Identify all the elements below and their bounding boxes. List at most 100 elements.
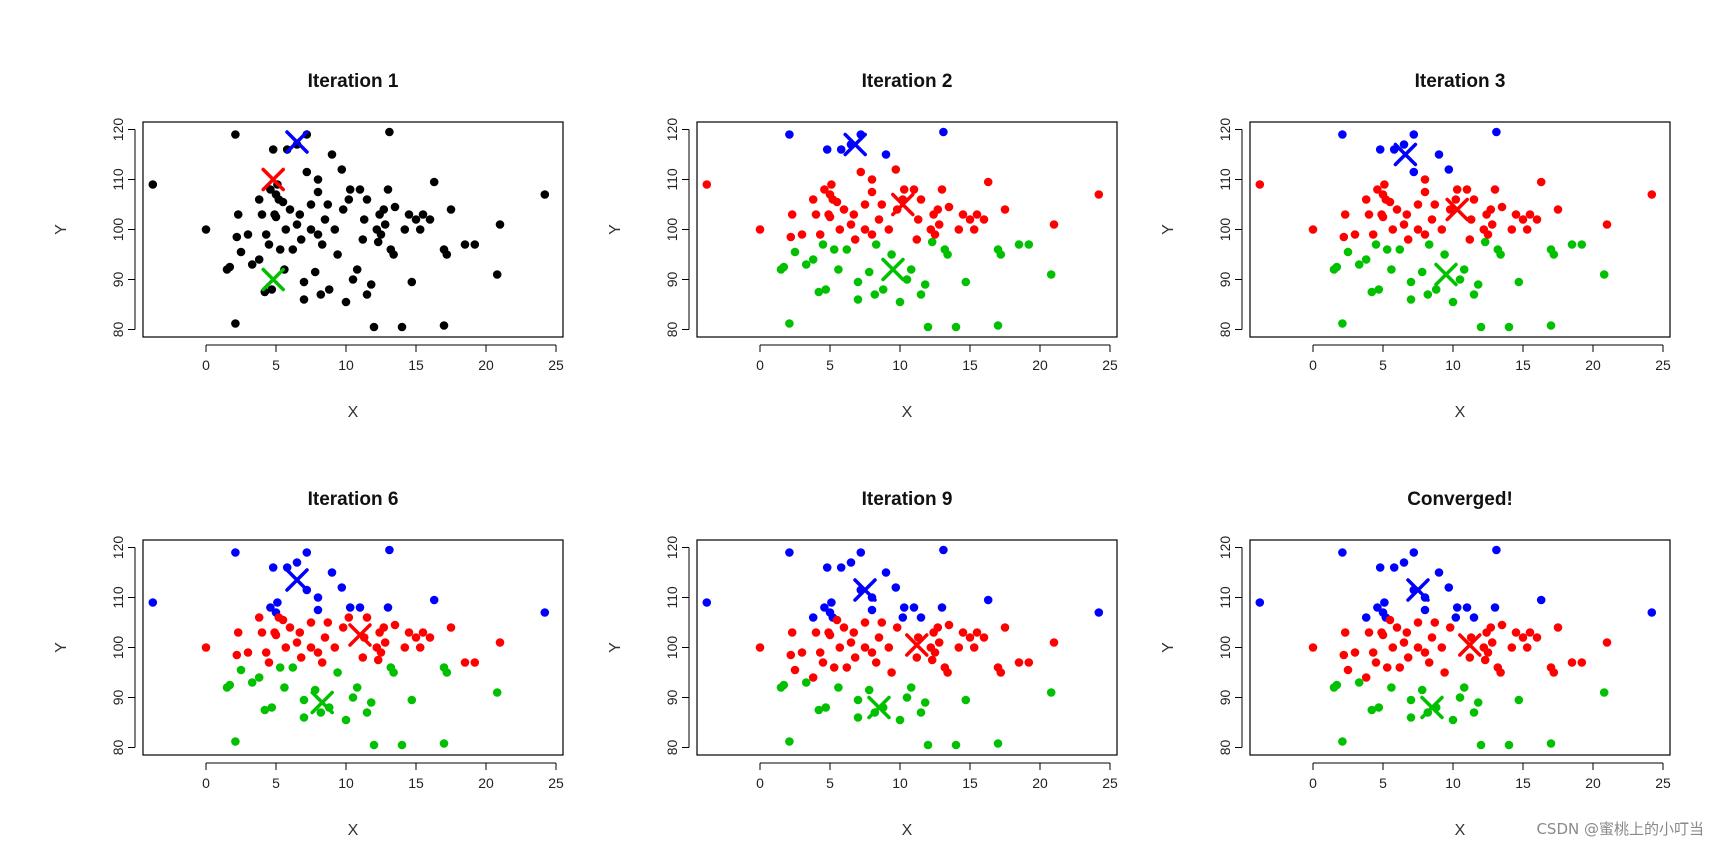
data-point xyxy=(1000,205,1010,214)
data-point xyxy=(358,235,368,244)
data-point xyxy=(867,648,877,657)
centroid-marker xyxy=(867,695,891,720)
centroid-marker xyxy=(1420,695,1444,720)
data-point xyxy=(808,255,818,264)
data-point xyxy=(1367,705,1377,715)
data-point xyxy=(1430,200,1440,209)
data-point xyxy=(969,643,979,652)
data-point xyxy=(1361,255,1371,264)
data-point xyxy=(320,215,330,224)
data-point xyxy=(1409,130,1419,139)
data-point xyxy=(296,653,306,662)
data-point xyxy=(380,638,390,647)
data-point xyxy=(1577,240,1587,249)
data-point xyxy=(1409,167,1419,177)
data-point xyxy=(979,633,989,642)
centroid-marker xyxy=(1393,142,1418,167)
data-point xyxy=(867,187,877,197)
panel-5: Iteration 9 0 5 10 15 20 25 80 90 100 110 120 X Y xyxy=(607,489,1118,839)
data-point xyxy=(355,603,365,612)
data-point xyxy=(1602,638,1612,647)
data-point xyxy=(1553,623,1563,632)
data-point xyxy=(1046,270,1056,279)
data-point xyxy=(1602,220,1612,229)
data-point xyxy=(330,643,340,652)
data-point xyxy=(1486,205,1496,214)
data-point xyxy=(267,285,277,294)
data-point xyxy=(264,658,274,667)
data-point xyxy=(306,643,316,652)
x-tick-label: 10 xyxy=(338,775,354,791)
data-point xyxy=(1382,663,1392,672)
data-point xyxy=(1490,603,1500,612)
centroid-marker xyxy=(843,132,867,157)
data-point xyxy=(327,568,337,577)
data-point xyxy=(867,230,877,239)
x-tick-label: 5 xyxy=(272,357,280,373)
data-point xyxy=(1440,668,1449,677)
centroid-marker xyxy=(1434,262,1458,287)
y-axis-label: Y xyxy=(1160,642,1177,653)
data-point xyxy=(299,295,309,304)
data-point xyxy=(958,210,968,219)
x-tick-label: 10 xyxy=(892,775,908,791)
data-point xyxy=(1385,197,1395,207)
data-point xyxy=(359,215,369,224)
data-point xyxy=(961,277,971,287)
data-point xyxy=(379,623,389,632)
data-point xyxy=(846,638,856,647)
data-point xyxy=(860,225,870,234)
data-point xyxy=(492,270,502,279)
data-point xyxy=(400,225,410,234)
data-point xyxy=(1532,633,1542,642)
data-point xyxy=(1525,210,1535,219)
data-point xyxy=(920,698,930,707)
data-point xyxy=(1402,628,1412,637)
y-tick-label: 90 xyxy=(1217,272,1233,288)
data-point xyxy=(376,648,386,657)
data-point xyxy=(317,240,327,249)
data-point xyxy=(818,658,828,667)
panel-6: Converged! 0 5 10 15 20 25 80 90 100 110 120 X Y xyxy=(1160,489,1671,839)
data-point xyxy=(1420,187,1430,197)
data-point xyxy=(1452,603,1462,612)
data-point xyxy=(930,648,940,657)
data-point xyxy=(821,285,831,294)
data-point xyxy=(1455,275,1465,284)
data-point xyxy=(827,598,836,607)
data-point xyxy=(288,245,298,254)
data-point xyxy=(267,703,277,712)
data-point xyxy=(446,623,456,632)
data-point xyxy=(801,260,811,269)
data-point xyxy=(1497,202,1507,212)
data-point xyxy=(871,658,881,667)
panel-title: Iteration 6 xyxy=(308,489,399,510)
data-point xyxy=(439,739,449,748)
data-point xyxy=(1549,250,1559,259)
data-point xyxy=(779,262,789,272)
y-tick-label: 90 xyxy=(110,272,126,288)
data-point xyxy=(814,287,824,297)
data-point xyxy=(1536,595,1546,605)
data-point xyxy=(344,195,354,204)
data-point xyxy=(1339,650,1349,660)
data-point xyxy=(1522,643,1532,652)
data-point xyxy=(954,225,964,234)
data-point xyxy=(1399,558,1409,567)
data-point xyxy=(1392,623,1402,632)
data-point xyxy=(1380,598,1389,607)
x-tick-label: 25 xyxy=(548,357,564,373)
data-point xyxy=(355,185,365,194)
data-point xyxy=(266,185,275,194)
data-point xyxy=(996,250,1006,259)
data-point xyxy=(337,165,347,174)
data-point xyxy=(1504,322,1514,332)
data-point xyxy=(313,187,323,197)
data-point xyxy=(822,563,832,572)
csdn-watermark: CSDN @蜜桃上的小叮当 xyxy=(1536,820,1704,838)
data-point xyxy=(1549,668,1559,677)
data-point xyxy=(755,225,765,234)
data-point xyxy=(993,739,1003,748)
panel-4: Iteration 6 0 5 10 15 20 25 80 90 100 110 120 X Y xyxy=(53,489,564,839)
